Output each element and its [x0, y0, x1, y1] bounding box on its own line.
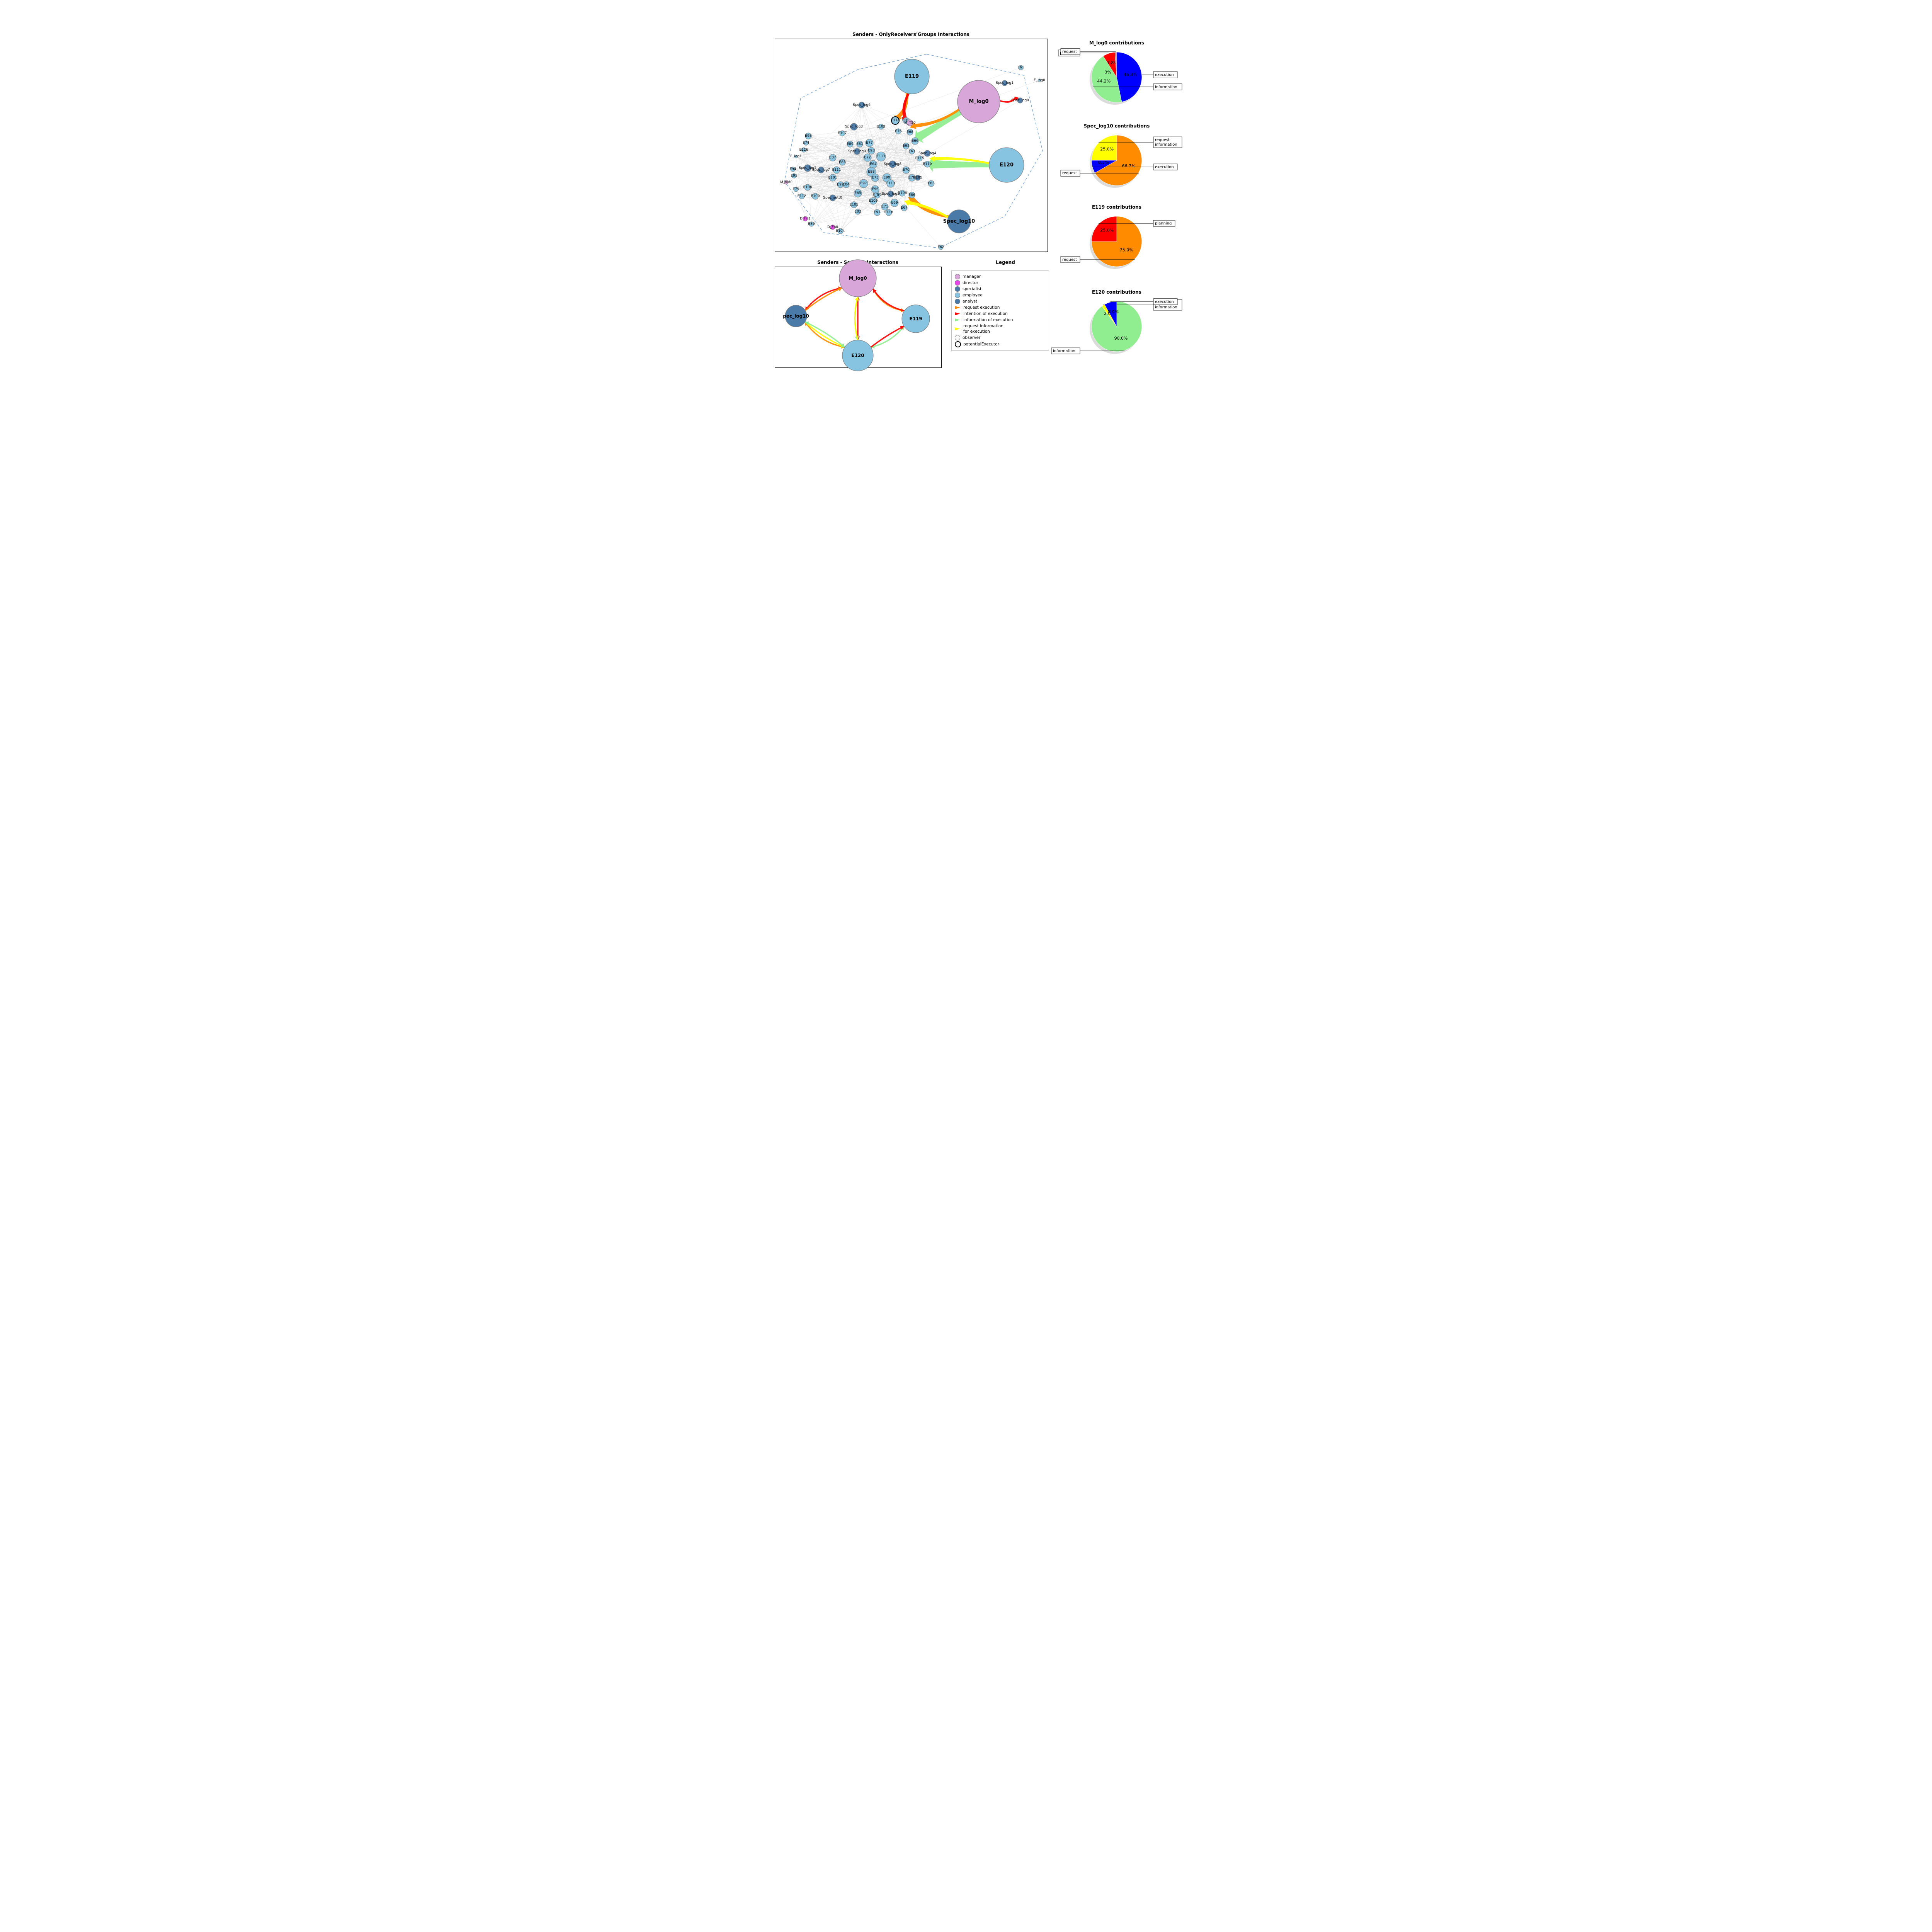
svg-text:M_log0 contributions: M_log0 contributions: [1089, 40, 1144, 46]
svg-text:information: information: [1053, 349, 1075, 353]
svg-text:44.2%: 44.2%: [1097, 78, 1111, 83]
svg-text:E119 contributions: E119 contributions: [1092, 204, 1141, 210]
svg-text:Spec_log10 contributions: Spec_log10 contributions: [1084, 123, 1150, 129]
svg-text:information: information: [1155, 85, 1177, 89]
svg-text:25.0%: 25.0%: [1100, 228, 1114, 233]
svg-text:information: information: [1155, 305, 1177, 310]
svg-text:8.3%: 8.3%: [1098, 160, 1109, 165]
svg-text:46.8%: 46.8%: [1124, 72, 1137, 77]
svg-text:66.7%: 66.7%: [1122, 163, 1135, 168]
svg-text:execution: execution: [1155, 165, 1174, 169]
svg-text:3%: 3%: [1105, 70, 1111, 75]
svg-text:E120 contributions: E120 contributions: [1092, 289, 1141, 295]
svg-text:request: request: [1062, 258, 1077, 262]
svg-text:execution: execution: [1155, 300, 1174, 304]
svg-text:request: request: [1062, 50, 1077, 54]
svg-text:75.0%: 75.0%: [1120, 247, 1133, 252]
svg-text:8.0%: 8.0%: [1108, 309, 1119, 314]
svg-text:execution: execution: [1155, 73, 1174, 77]
svg-text:request: request: [1062, 171, 1077, 175]
svg-text:request: request: [1155, 138, 1170, 142]
svg-text:planning: planning: [1155, 221, 1172, 226]
svg-text:25.0%: 25.0%: [1100, 147, 1114, 152]
pie-charts: M_log0 contributions 46.8% execution 44.2% i…: [734, 0, 1198, 386]
figure-stage: Senders - OnlyReceivers'Groups Interacti…: [734, 0, 1198, 386]
svg-text:90.0%: 90.0%: [1114, 336, 1128, 341]
svg-text:information: information: [1155, 143, 1177, 147]
